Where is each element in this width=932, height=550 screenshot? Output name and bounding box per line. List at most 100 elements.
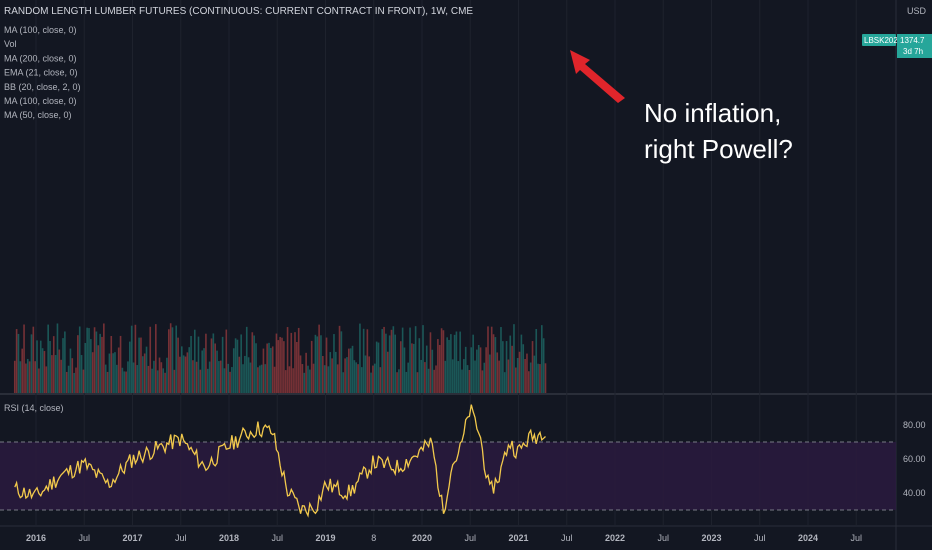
volume-bar (531, 341, 534, 393)
volume-bar (286, 327, 289, 393)
volume-bar (273, 366, 276, 393)
volume-bar (368, 356, 371, 393)
volume-bar (244, 355, 246, 393)
volume-bar (190, 336, 192, 393)
volume-bar (472, 334, 474, 393)
main-pane[interactable] (0, 0, 896, 393)
volume-bar (509, 335, 512, 393)
volume-bar (56, 323, 59, 393)
time-tick: 8 (371, 533, 376, 543)
legend-item-4[interactable]: BB (20, close, 2, 0) (4, 82, 81, 92)
volume-bar (342, 372, 345, 393)
volume-bar (498, 360, 500, 393)
volume-bar (377, 342, 380, 393)
volume-bar (262, 348, 265, 393)
volume-bar (97, 345, 100, 393)
volume-bar (80, 355, 83, 393)
time-tick: 2017 (122, 533, 142, 543)
volume-bar (30, 334, 33, 393)
volume-bar (77, 335, 79, 393)
rsi-band (0, 442, 896, 510)
volume-bar (64, 331, 66, 393)
legend-item-6[interactable]: MA (50, close, 0) (4, 110, 72, 120)
price-tag-symbol: LBSK2021 (864, 36, 903, 45)
volume-bar (184, 356, 187, 393)
volume-bar (513, 324, 515, 393)
volume-bar (268, 342, 270, 393)
volume-bar (539, 364, 541, 393)
volume-bar (156, 370, 159, 393)
volume-bar (483, 362, 486, 393)
volume-bar (231, 367, 233, 393)
volume-bar (123, 371, 126, 393)
volume-bar (19, 361, 22, 393)
volume-bar (229, 371, 231, 393)
time-tick: 2018 (219, 533, 239, 543)
volume-bar (240, 334, 242, 393)
volume-bar (25, 363, 27, 393)
volume-bar (110, 336, 113, 393)
volume-bar (255, 343, 257, 393)
volume-bar (516, 357, 519, 393)
volume-bar (422, 325, 424, 393)
volume-bar (205, 333, 207, 393)
volume-bar (206, 368, 209, 393)
volume-bar (129, 341, 131, 393)
volume-bar (39, 340, 42, 393)
volume-bar (348, 348, 350, 393)
volume-bar (437, 339, 439, 393)
volume-bar (503, 372, 506, 393)
volume-bar (333, 334, 335, 393)
price-tag-value: 1374.7 (900, 36, 925, 45)
legend-item-2[interactable]: MA (200, close, 0) (4, 53, 77, 63)
volume-bar (424, 362, 426, 393)
indicator-legend[interactable]: MA (100, close, 0) Vol MA (200, close, 0) E… (4, 25, 81, 120)
volume-bar (245, 326, 248, 393)
volume-bar (290, 332, 293, 393)
time-axis[interactable]: 2016 Jul 2017 Jul 2018 Jul 2019 8 2020 Jul 2021 Jul… (26, 533, 862, 543)
annotation-line2: right Powell? (644, 134, 793, 164)
volume-bar (490, 326, 493, 393)
volume-bar (214, 343, 216, 393)
volume-bar (494, 337, 497, 393)
legend-item-0[interactable]: MA (100, close, 0) (4, 25, 77, 35)
volume-bar (121, 367, 124, 393)
volume-bar (451, 359, 454, 393)
volume-bar (314, 334, 317, 393)
legend-item-1[interactable]: Vol (4, 39, 17, 49)
volume-bar (149, 326, 152, 393)
legend-item-3[interactable]: EMA (21, close, 0) (4, 68, 78, 78)
volume-bar (323, 365, 326, 393)
time-tick: Jul (561, 533, 573, 543)
price-tag: LBSK2021 1374.7 3d 7h (862, 34, 932, 58)
volume-bar (38, 368, 40, 393)
volume-bar (34, 361, 36, 393)
volume-bar (216, 350, 218, 393)
volume-bar (515, 367, 517, 393)
volume-bar (32, 326, 35, 393)
legend-item-5[interactable]: MA (100, close, 0) (4, 96, 77, 106)
volume-bar (466, 365, 469, 393)
volume-bar (390, 329, 393, 393)
volume-bar (180, 346, 183, 393)
time-tick: 2023 (701, 533, 721, 543)
volume-bar (199, 369, 202, 393)
volume-bar (383, 326, 385, 393)
volume-bar (13, 360, 16, 393)
volume-bar (21, 348, 23, 393)
volume-bar (405, 371, 408, 393)
volume-bar (247, 357, 250, 393)
volume-bar (234, 338, 237, 393)
volume-bar (440, 328, 443, 393)
volume-bar (145, 346, 148, 393)
volume-bar (212, 333, 215, 393)
rsi-axis[interactable]: 40.00 60.00 80.00 (903, 420, 926, 498)
volume-bar (284, 370, 287, 393)
volume-bar (279, 336, 281, 393)
volume-bar (325, 337, 328, 393)
volume-bar (143, 353, 146, 393)
volume-bar (260, 364, 263, 393)
volume-bar (173, 369, 176, 393)
volume-bar (474, 360, 476, 393)
volume-bar (485, 347, 487, 393)
